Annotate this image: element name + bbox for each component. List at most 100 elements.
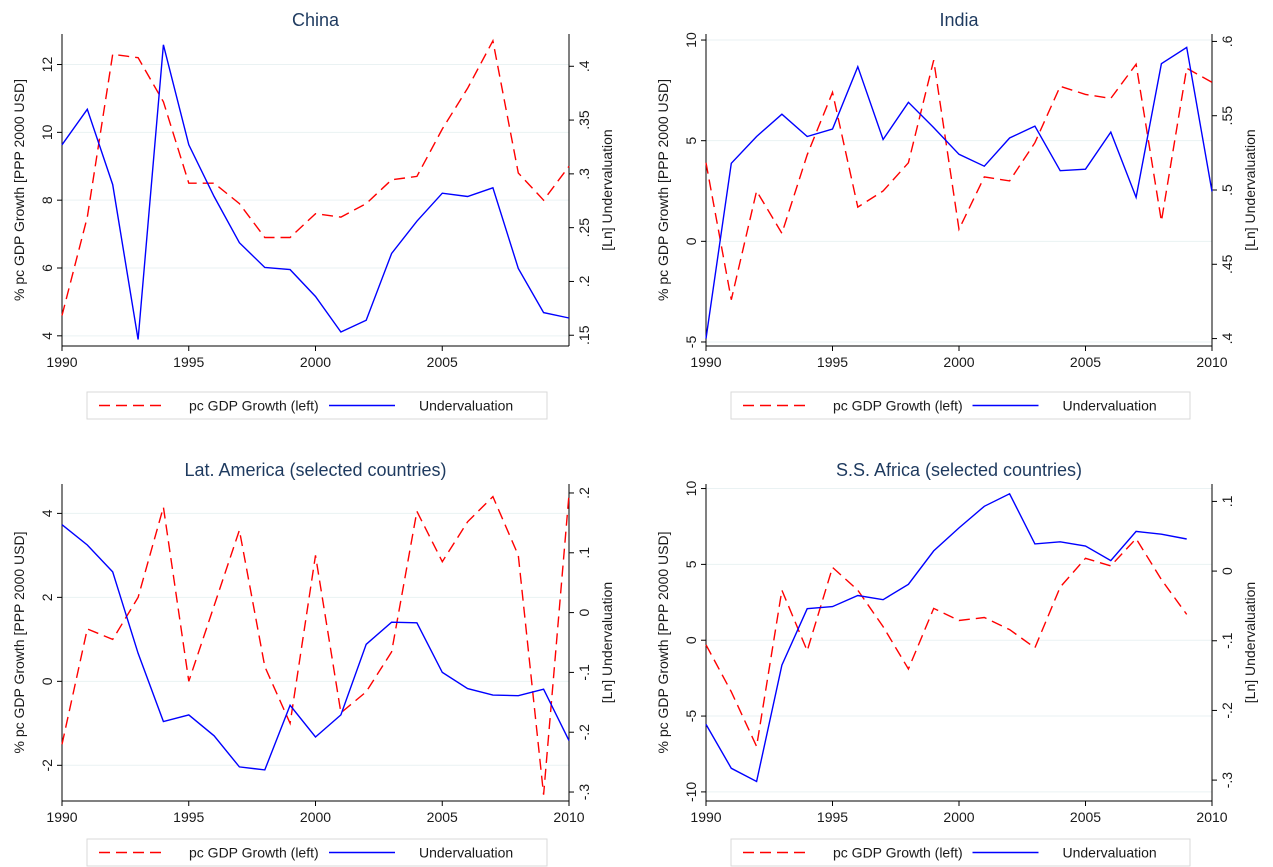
y-tick-label-left: 0 (683, 636, 699, 644)
x-tick-label: 1990 (690, 809, 721, 825)
x-tick-label: 2010 (1196, 354, 1227, 370)
x-tick-label: 1990 (690, 354, 721, 370)
y-tick-label-left: 0 (683, 237, 699, 245)
chart-panel-4: S.S. Africa (selected countries) 1990 1995… (655, 460, 1258, 867)
y-tick-label-right: .5 (1219, 184, 1235, 196)
y-tick-label-right: .15 (576, 325, 592, 345)
y-tick-label-right: .6 (1219, 35, 1235, 47)
y-tick-label-left: 12 (39, 57, 55, 73)
y-tick-label-right: .4 (576, 60, 592, 72)
y-tick-label-right: .3 (576, 168, 592, 180)
y-axis-title-left: % pc GDP Growth [PPP 2000 USD] (655, 79, 671, 301)
x-tick-label: 2000 (300, 354, 331, 370)
legend-box (86, 391, 548, 420)
series-line (61, 494, 570, 795)
series-line (61, 524, 570, 771)
x-tick-label: 2005 (1070, 809, 1101, 825)
y-axis-title-right: [Ln] Undervaluation (1242, 582, 1258, 703)
x-tick-label: 1995 (173, 354, 204, 370)
legend-label: Undervaluation (1063, 845, 1157, 861)
y-tick-label-right: -.2 (1219, 702, 1235, 719)
y-axis-title-right: [Ln] Undervaluation (1242, 129, 1258, 250)
y-tick-label-right: -.1 (576, 664, 592, 681)
y-tick-label-right: .35 (576, 110, 592, 130)
y-tick-label-right: .1 (576, 547, 592, 559)
y-tick-label-right: .1 (1219, 495, 1235, 507)
y-tick-label-right: 0 (576, 608, 592, 616)
x-tick-label: 1990 (46, 354, 77, 370)
y-tick-label-left: 5 (683, 137, 699, 145)
y-tick-label-right: -.3 (1219, 772, 1235, 789)
chart-title: S.S. Africa (selected countries) (836, 460, 1082, 480)
legend-box (730, 391, 1191, 420)
y-axis-title-left: % pc GDP Growth [PPP 2000 USD] (11, 531, 27, 753)
y-tick-label-right: .2 (576, 275, 592, 287)
legend: pc GDP Growth (left) Undervaluation (86, 391, 548, 420)
y-tick-label-left: 6 (39, 264, 55, 272)
legend-label: pc GDP Growth (left) (189, 845, 319, 861)
y-tick-label-left: -5 (683, 710, 699, 723)
y-tick-label-left: 10 (683, 481, 699, 497)
chart-panel-1: China 1990 1995 2000 2005 4 6 8 10 12 .15 .2 .25 .3 .3… (11, 10, 615, 420)
y-tick-label-right: .45 (1219, 254, 1235, 274)
legend-label: pc GDP Growth (left) (833, 398, 963, 414)
chart-title: China (292, 10, 340, 30)
x-tick-label: 1990 (46, 809, 77, 825)
series-line (705, 537, 1188, 749)
chart-title: India (939, 10, 979, 30)
x-tick-label: 2010 (553, 809, 584, 825)
series-line (705, 46, 1213, 339)
y-tick-label-left: 2 (39, 593, 55, 601)
x-tick-label: 2000 (300, 809, 331, 825)
y-tick-label-right: 0 (1219, 567, 1235, 575)
x-tick-label: 2005 (427, 354, 458, 370)
legend-label: Undervaluation (419, 845, 513, 861)
legend: pc GDP Growth (left) Undervaluation (730, 838, 1191, 867)
y-tick-label-left: 10 (39, 124, 55, 140)
y-tick-label-left: -5 (683, 336, 699, 349)
y-axis-title-left: % pc GDP Growth [PPP 2000 USD] (11, 79, 27, 301)
y-tick-label-left: 0 (39, 677, 55, 685)
y-tick-label-right: -.2 (576, 724, 592, 741)
legend-label: pc GDP Growth (left) (189, 398, 319, 414)
legend: pc GDP Growth (left) Undervaluation (86, 838, 548, 867)
x-tick-label: 1995 (173, 809, 204, 825)
legend-label: Undervaluation (419, 398, 513, 414)
y-tick-label-left: 4 (39, 332, 55, 340)
y-tick-label-left: 10 (683, 32, 699, 48)
legend-box (730, 838, 1191, 867)
x-tick-label: 2000 (943, 354, 974, 370)
x-tick-label: 2005 (1070, 354, 1101, 370)
y-tick-label-left: 4 (39, 509, 55, 517)
y-tick-label-right: .25 (576, 218, 592, 238)
chart-panel-3: Lat. America (selected countries) 1990 199… (11, 460, 615, 867)
legend-label: Undervaluation (1063, 398, 1157, 414)
series-line (61, 38, 570, 316)
chart-title: Lat. America (selected countries) (184, 460, 446, 480)
series-line (705, 492, 1187, 783)
y-tick-label-right: .2 (576, 487, 592, 499)
x-tick-label: 2000 (943, 809, 974, 825)
y-axis-title-right: [Ln] Undervaluation (599, 129, 615, 250)
y-tick-label-left: 5 (683, 560, 699, 568)
y-axis-title-right: [Ln] Undervaluation (599, 582, 615, 703)
y-tick-label-right: .4 (1219, 333, 1235, 345)
series-line (61, 44, 570, 340)
y-tick-label-left: 8 (39, 196, 55, 204)
legend-label: pc GDP Growth (left) (833, 845, 963, 861)
y-tick-label-left: -10 (683, 782, 699, 802)
x-tick-label: 1995 (817, 809, 848, 825)
y-tick-label-right: -.1 (1219, 632, 1235, 649)
x-tick-label: 1995 (817, 354, 848, 370)
legend: pc GDP Growth (left) Undervaluation (730, 391, 1191, 420)
y-axis-title-left: % pc GDP Growth [PPP 2000 USD] (655, 531, 671, 753)
x-tick-label: 2010 (1196, 809, 1227, 825)
x-tick-label: 2005 (427, 809, 458, 825)
y-tick-label-right: .55 (1219, 106, 1235, 126)
legend-box (86, 838, 548, 867)
y-tick-label-right: -.3 (576, 784, 592, 801)
chart-panel-2: India 1990 1995 2000 2005 2010 -5 0 5 10 .4 .45 .5 .5… (655, 10, 1258, 420)
series-line (705, 60, 1213, 300)
y-tick-label-left: -2 (39, 759, 55, 772)
